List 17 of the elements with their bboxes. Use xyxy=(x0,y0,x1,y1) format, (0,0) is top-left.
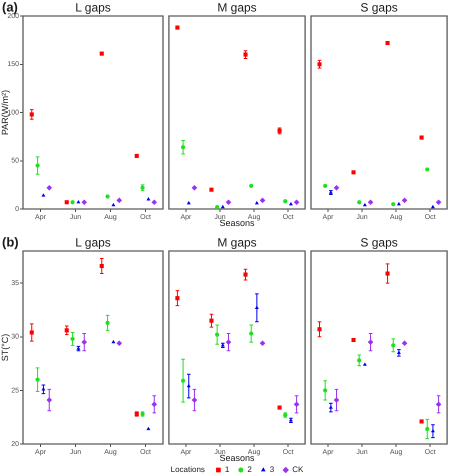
chart-title: L gaps xyxy=(75,0,111,14)
chart-title: L gaps xyxy=(75,235,111,250)
y-axis-title: PAR(W/m²) xyxy=(0,90,10,136)
legend-title: Locations xyxy=(170,465,205,474)
text: (a) xyxy=(2,0,18,15)
chart-title: S gaps xyxy=(360,0,398,14)
x-axis-title: Seasons xyxy=(219,453,256,464)
legend-label: 2 xyxy=(247,465,252,474)
legend-label: 1 xyxy=(224,465,230,474)
chart-title: S gaps xyxy=(360,235,398,250)
y-axis-title: ST(°C) xyxy=(0,334,10,362)
chart-title: M gaps xyxy=(217,235,257,250)
text: (b) xyxy=(2,234,19,250)
x-axis-title: Seasons xyxy=(219,218,256,228)
legend-label: 3 xyxy=(270,465,275,474)
chart-title: M gaps xyxy=(217,0,257,14)
legend-label: CK xyxy=(292,465,304,474)
